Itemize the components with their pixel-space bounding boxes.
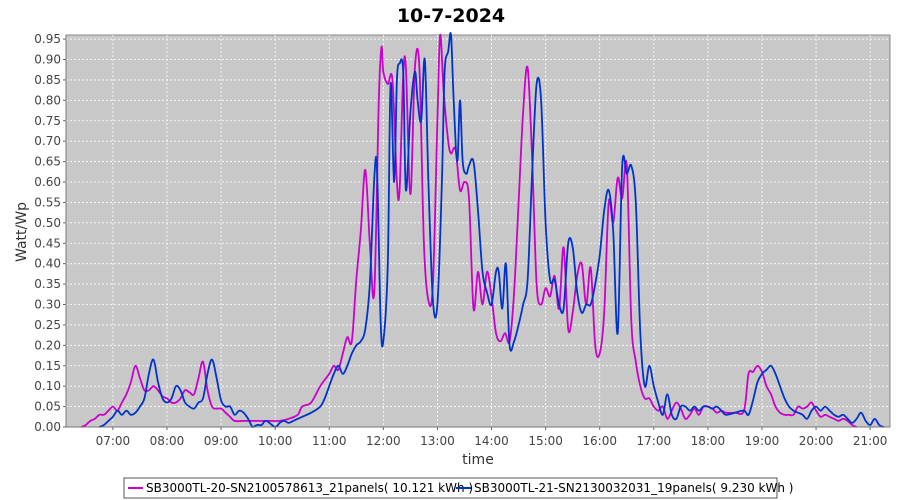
x-tick-label: 21:00 (853, 434, 888, 448)
legend-entry-0: SB3000TL-20-SN2100578613_21panels( 10.12… (146, 481, 473, 495)
y-tick-label: 0.40 (34, 257, 61, 271)
x-tick-label: 13:00 (420, 434, 455, 448)
legend: SB3000TL-20-SN2100578613_21panels( 10.12… (123, 477, 793, 499)
x-tick-label: 08:00 (150, 434, 185, 448)
y-tick-label: 0.60 (34, 175, 61, 189)
y-tick-label: 0.65 (34, 155, 61, 169)
y-axis-label: Watt/Wp (14, 202, 30, 262)
x-axis-label: time (462, 452, 494, 468)
x-tick-label: 10:00 (258, 434, 293, 448)
plot-area (65, 34, 891, 428)
x-tick-label: 11:00 (312, 434, 347, 448)
x-tick-label: 15:00 (528, 434, 563, 448)
y-tick-label: 0.85 (34, 73, 61, 87)
x-tick-label: 18:00 (691, 434, 726, 448)
y-tick-label: 0.45 (34, 236, 61, 250)
y-tick-label: 0.20 (34, 338, 61, 352)
series-line-1 (99, 32, 885, 428)
y-tick-label: 0.90 (34, 53, 61, 67)
x-tick-label: 12:00 (366, 434, 401, 448)
x-tick-label: 19:00 (745, 434, 780, 448)
x-tick-label: 17:00 (637, 434, 672, 448)
x-axis: 07:00 08:00 09:00 10:00 11:00 12:00 13:00 14:00… (66, 426, 890, 448)
y-tick-label: 0.55 (34, 195, 61, 209)
y-tick-label: 0.70 (34, 134, 61, 148)
y-tick-label: 0.00 (34, 420, 61, 434)
chart-title: 10-7-2024 (397, 5, 505, 27)
y-tick-label: 0.35 (34, 277, 61, 291)
x-tick-label: 16:00 (582, 434, 617, 448)
y-tick-label: 0.30 (34, 298, 61, 312)
y-tick-label: 0.15 (34, 359, 61, 373)
y-tick-label: 0.10 (34, 379, 61, 393)
legend-box (123, 477, 778, 499)
y-tick-label: 0.75 (34, 114, 61, 128)
y-tick-label: 0.80 (34, 93, 61, 107)
y-axis: 0.00 0.05 0.10 0.15 0.20 0.25 0.30 0.35 0.40 0.45… (34, 32, 67, 434)
y-tick-label: 0.05 (34, 400, 61, 414)
x-tick-label: 07:00 (96, 434, 131, 448)
y-tick-label: 0.50 (34, 216, 61, 230)
x-tick-label: 09:00 (204, 434, 239, 448)
series-group (80, 32, 885, 428)
legend-entry-1: SB3000TL-21-SN2130032031_19panels( 9.230… (474, 481, 793, 495)
x-tick-label: 20:00 (799, 434, 834, 448)
y-tick-label: 0.25 (34, 318, 61, 332)
y-tick-label: 0.95 (34, 32, 61, 46)
x-tick-label: 14:00 (474, 434, 509, 448)
